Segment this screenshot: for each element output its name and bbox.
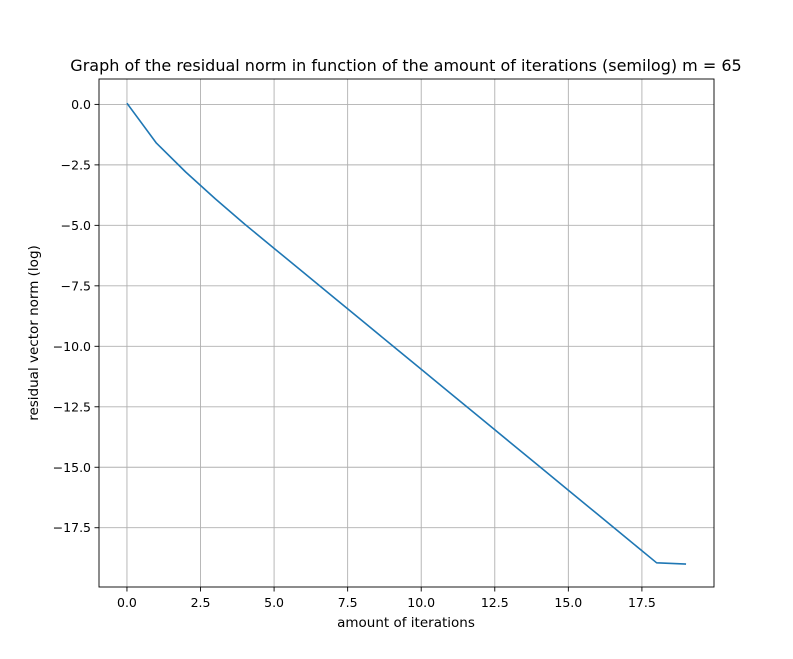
x-axis-title: amount of iterations [337,615,475,631]
x-tick-label: 7.5 [338,595,358,610]
x-tick-label: 10.0 [407,595,435,610]
plot-area-frame [98,78,715,588]
data-series-layer [126,102,687,565]
x-tick-label: 0.0 [117,595,137,610]
y-tick-label: −7.5 [61,278,91,293]
y-tick-label: −5.0 [61,218,91,233]
x-tick-label: 5.0 [264,595,284,610]
plot-area-background [99,79,714,587]
y-tick-label: −17.5 [53,520,91,535]
x-tick-label: 12.5 [481,595,509,610]
chart-title: Graph of the residual norm in function o… [70,56,741,75]
y-axis-ticks: 0.0 −2.5 −5.0 −7.5 −10.0 −12.5 −15.0 −17.5 [53,97,99,535]
y-axis-title: residual vector norm (log) [26,245,42,421]
y-tick-label: 0.0 [71,97,91,112]
x-tick-label: 15.0 [554,595,582,610]
y-tick-label: −12.5 [53,399,91,414]
x-tick-label: 2.5 [191,595,211,610]
y-tick-label: −15.0 [53,460,91,475]
x-axis-ticks: 0.0 2.5 5.0 7.5 10.0 12.5 15.0 17.5 [117,587,656,610]
y-tick-label: −2.5 [61,157,91,172]
grid-lines [99,79,714,587]
series-line [126,102,687,565]
x-tick-label: 17.5 [628,595,656,610]
y-tick-label: −10.0 [53,339,91,354]
